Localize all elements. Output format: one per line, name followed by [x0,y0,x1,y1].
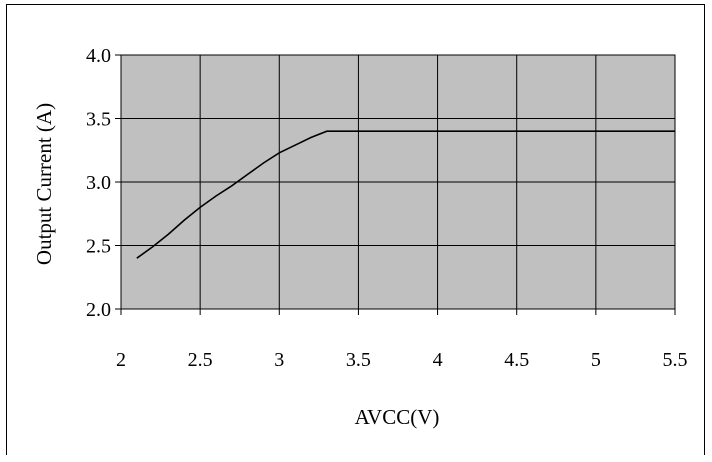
x-tick-labels: 2 2.5 3 3.5 4 4.5 5 5.5 [116,349,688,371]
y-tick-label: 3.0 [86,172,111,194]
chart-frame [6,4,705,455]
y-tick-label: 4.0 [86,45,111,67]
gridlines [115,54,676,315]
y-tick-label: 2.0 [86,299,111,321]
x-tick-label: 3 [274,349,284,371]
x-tick-label: 5.5 [663,349,688,371]
y-tick-label: 3.5 [86,109,111,131]
x-tick-label: 3.5 [346,349,371,371]
series-line [136,130,675,259]
x-tick-label: 5 [591,349,601,371]
y-tick-label: 2.5 [86,236,111,258]
x-tick-label: 2 [116,349,126,371]
y-tick-labels: 4.0 3.5 3.0 2.5 2.0 [86,45,111,321]
x-tick-label: 2.5 [188,349,213,371]
x-axis-title: AVCC(V) [355,405,440,429]
x-tick-label: 4.5 [504,349,529,371]
y-axis-title: Output Current (A) [32,103,56,265]
x-tick-label: 4 [433,349,443,371]
